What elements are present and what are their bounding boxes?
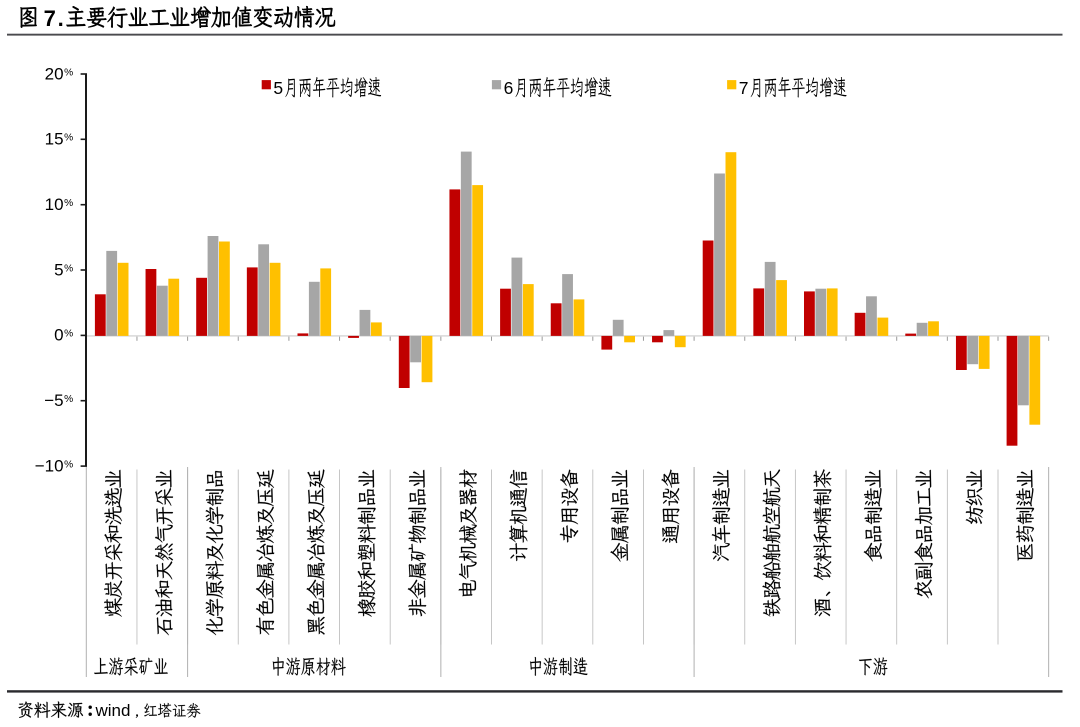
svg-text:%: % bbox=[64, 67, 73, 78]
svg-text:wind: wind bbox=[95, 701, 131, 720]
svg-text:20: 20 bbox=[45, 64, 64, 83]
svg-text:%: % bbox=[64, 329, 73, 340]
svg-text:%: % bbox=[64, 133, 73, 144]
svg-text:%: % bbox=[64, 198, 73, 209]
svg-text:0: 0 bbox=[54, 326, 63, 345]
svg-text:%: % bbox=[64, 459, 73, 470]
svg-text:7: 7 bbox=[739, 78, 749, 98]
svg-text:5: 5 bbox=[273, 78, 283, 98]
svg-text:6: 6 bbox=[504, 78, 514, 98]
svg-text:.: . bbox=[58, 6, 64, 31]
svg-text:%: % bbox=[64, 394, 73, 405]
svg-text:5: 5 bbox=[54, 260, 63, 279]
svg-text:7: 7 bbox=[44, 6, 56, 31]
svg-text:−5: −5 bbox=[44, 391, 63, 410]
svg-text:%: % bbox=[64, 263, 73, 274]
svg-text:−10: −10 bbox=[35, 456, 64, 475]
svg-text:15: 15 bbox=[45, 130, 64, 149]
svg-text:10: 10 bbox=[45, 195, 64, 214]
